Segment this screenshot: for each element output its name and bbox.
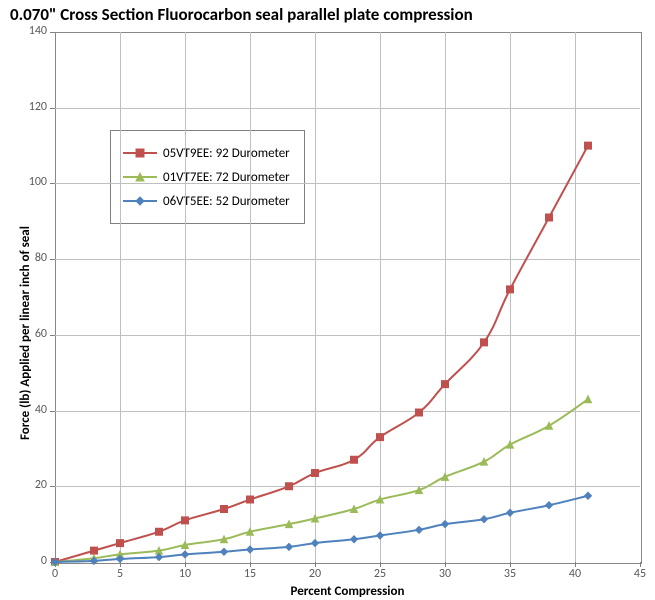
- series-marker: [312, 470, 319, 477]
- series-marker: [546, 214, 553, 221]
- series-marker: [481, 339, 488, 346]
- series-marker: [247, 496, 254, 503]
- series-marker: [377, 434, 384, 441]
- series-marker: [416, 526, 423, 533]
- series-marker: [585, 492, 592, 499]
- series-marker: [481, 458, 488, 465]
- series-marker: [377, 532, 384, 539]
- series-marker: [156, 528, 163, 535]
- series-marker: [442, 381, 449, 388]
- series-marker: [182, 551, 189, 558]
- series-marker: [117, 540, 124, 547]
- series-marker: [507, 441, 514, 448]
- series-layer: [0, 0, 655, 600]
- series-marker: [351, 456, 358, 463]
- series-marker: [546, 502, 553, 509]
- series-marker: [351, 536, 358, 543]
- series-marker: [481, 516, 488, 523]
- series-marker: [221, 506, 228, 513]
- series-marker: [286, 483, 293, 490]
- series-marker: [585, 142, 592, 149]
- series-marker: [312, 540, 319, 547]
- series-marker: [442, 521, 449, 528]
- series-marker: [507, 509, 514, 516]
- series-marker: [221, 548, 228, 555]
- series-marker: [585, 396, 592, 403]
- chart-container: 0.070" Cross Section Fluorocarbon seal p…: [0, 0, 655, 600]
- series-marker: [416, 409, 423, 416]
- series-marker: [91, 547, 98, 554]
- series-marker: [182, 517, 189, 524]
- series-marker: [286, 543, 293, 550]
- series-line: [55, 146, 588, 562]
- series-marker: [247, 546, 254, 553]
- series-line: [55, 399, 588, 562]
- series-marker: [507, 286, 514, 293]
